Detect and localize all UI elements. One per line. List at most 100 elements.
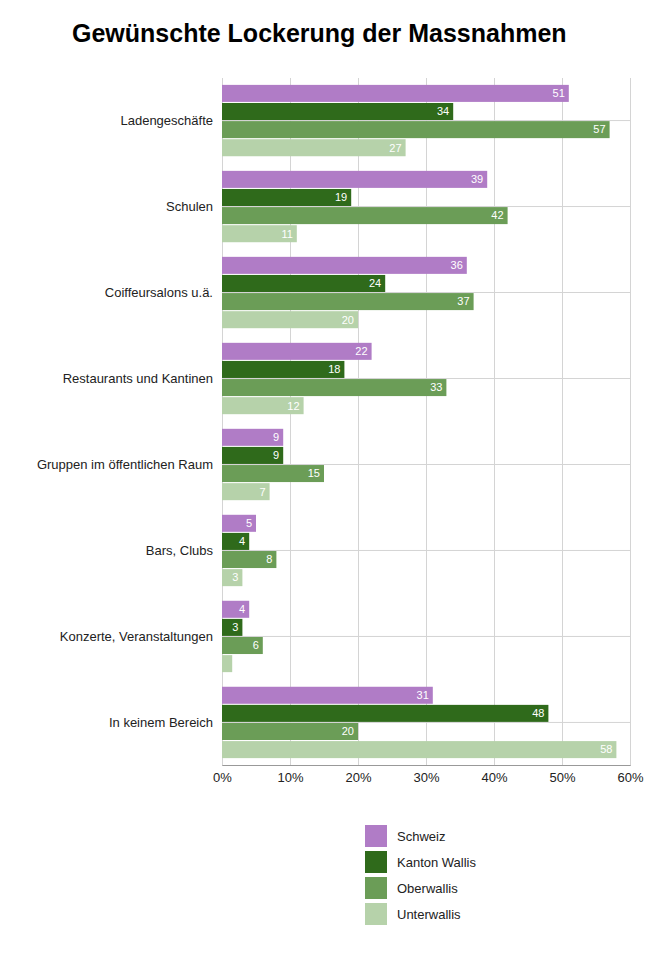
- legend-label: Unterwallis: [397, 907, 461, 922]
- tick-label: 0%: [213, 770, 232, 785]
- category-label: Ladengeschäfte: [120, 113, 213, 128]
- legend-label: Kanton Wallis: [397, 855, 476, 870]
- data-label: 11: [281, 228, 292, 240]
- legend: Schweiz Kanton Wallis Oberwallis Unterwalli…: [365, 825, 476, 925]
- category-label: Restaurants und Kantinen: [63, 371, 213, 386]
- tick-label: 10%: [277, 770, 303, 785]
- bar: [222, 723, 358, 740]
- x-tick: 60%: [617, 78, 643, 785]
- axis-line: [223, 78, 631, 766]
- legend-swatch: [365, 825, 387, 847]
- y-tick: Bars, Clubs: [146, 543, 630, 558]
- legend-label: Schweiz: [397, 829, 445, 844]
- x-tick: 50%: [549, 78, 575, 785]
- bar: [222, 619, 242, 636]
- data-label: 36: [451, 259, 463, 271]
- legend-item: Unterwallis: [365, 903, 461, 925]
- category-label: Konzerte, Veranstaltungen: [60, 629, 213, 644]
- y-tick: Gruppen im öffentlichen Raum: [37, 457, 630, 472]
- data-label: 19: [335, 191, 347, 203]
- tick-label: 60%: [617, 770, 643, 785]
- bar: [222, 361, 344, 378]
- bar: [222, 379, 446, 396]
- bar: [222, 139, 406, 156]
- y-axis: Ladengeschäfte Schulen Coiffeursalons u.ä.…: [37, 113, 630, 730]
- bar: [222, 103, 453, 120]
- bar: [222, 189, 351, 206]
- bar: [222, 637, 263, 654]
- bar: [222, 343, 372, 360]
- bar: [222, 447, 283, 464]
- plot: Ladengeschäfte Schulen Coiffeursalons u.ä.…: [37, 78, 644, 785]
- data-label: 37: [457, 295, 469, 307]
- bar: [222, 515, 256, 532]
- data-label: 57: [593, 123, 605, 135]
- category-label: Schulen: [166, 199, 213, 214]
- legend-item: Kanton Wallis: [365, 851, 476, 873]
- bar: [222, 655, 232, 672]
- bars: [222, 85, 616, 758]
- data-label: 7: [259, 486, 265, 498]
- bar: [222, 533, 249, 550]
- bar: [222, 705, 548, 722]
- bar: [222, 207, 508, 224]
- data-label: 39: [471, 173, 483, 185]
- category-label: Bars, Clubs: [146, 543, 214, 558]
- x-axis: 0%10%20%30%40%50%60%: [213, 78, 644, 785]
- data-label: 18: [328, 363, 340, 375]
- bar: [222, 687, 433, 704]
- bar: [222, 225, 297, 242]
- legend-swatch: [365, 851, 387, 873]
- bar: [222, 465, 324, 482]
- data-label: 33: [430, 381, 442, 393]
- data-label: 6: [253, 639, 259, 651]
- data-label: 9: [273, 449, 279, 461]
- data-label: 48: [532, 707, 544, 719]
- tick-label: 30%: [413, 770, 439, 785]
- bar: [222, 483, 270, 500]
- data-labels: 5139362295431341924189434857423733158620…: [232, 87, 612, 755]
- data-label: 5: [246, 517, 252, 529]
- data-label: 58: [600, 743, 612, 755]
- data-label: 12: [287, 400, 299, 412]
- data-label: 34: [437, 105, 449, 117]
- data-label: 24: [369, 277, 381, 289]
- bar: [222, 551, 276, 568]
- title: Gewünschte Lockerung der Massnahmen: [72, 19, 567, 47]
- bar: [222, 741, 616, 758]
- category-label: Gruppen im öffentlichen Raum: [37, 457, 213, 472]
- bar: [222, 257, 467, 274]
- bar: [222, 275, 385, 292]
- legend-swatch: [365, 903, 387, 925]
- chart: Gewünschte Lockerung der Massnahmen Laden…: [0, 0, 650, 957]
- grid-line: [630, 78, 631, 765]
- data-label: 4: [239, 535, 245, 547]
- category-label: Coiffeursalons u.ä.: [105, 285, 213, 300]
- tick-label: 20%: [345, 770, 371, 785]
- data-label: 20: [342, 314, 354, 326]
- category-label: In keinem Bereich: [109, 715, 213, 730]
- bar: [222, 311, 358, 328]
- y-tick: Konzerte, Veranstaltungen: [60, 629, 630, 644]
- data-label: 15: [308, 467, 320, 479]
- data-label: 42: [491, 209, 503, 221]
- tick-label: 50%: [549, 770, 575, 785]
- data-label: 22: [355, 345, 367, 357]
- data-label: 9: [273, 431, 279, 443]
- data-label: 27: [389, 142, 401, 154]
- data-label: 31: [417, 689, 429, 701]
- bar: [222, 569, 242, 586]
- data-label: 3: [232, 621, 238, 633]
- bar: [222, 429, 283, 446]
- bar: [222, 85, 569, 102]
- bar: [222, 293, 474, 310]
- legend-swatch: [365, 877, 387, 899]
- bar: [222, 601, 249, 618]
- data-label: 51: [553, 87, 565, 99]
- data-label: 8: [266, 553, 272, 565]
- legend-item: Oberwallis: [365, 877, 458, 899]
- bar: [222, 397, 304, 414]
- bar: [222, 171, 487, 188]
- data-label: 20: [342, 725, 354, 737]
- data-label: 4: [239, 603, 245, 615]
